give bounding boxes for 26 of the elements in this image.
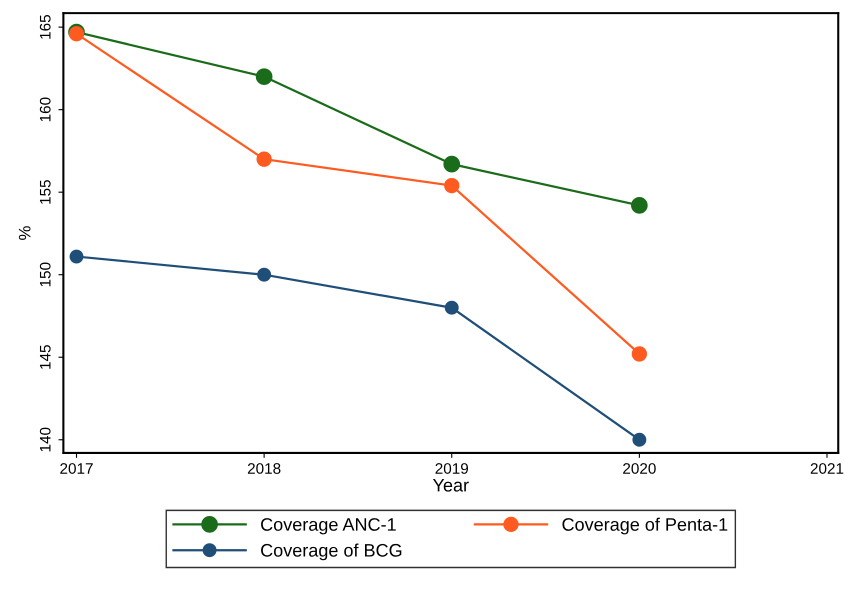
point: [631, 197, 648, 214]
y-tick-label: 145: [40, 345, 51, 369]
point: [70, 250, 84, 264]
x-tick-label: 2019: [436, 463, 468, 474]
x-tick-label: 2020: [623, 463, 656, 474]
y-tick-label: 140: [40, 428, 51, 452]
y-tick-label: 150: [40, 262, 51, 286]
x-tick-label: 2017: [60, 463, 93, 474]
point: [632, 432, 646, 447]
point: [632, 346, 648, 362]
y-tick-label: 165: [40, 15, 51, 39]
point: [444, 300, 459, 315]
legend-label: Coverage of Penta-1: [562, 518, 728, 534]
legend-label: Coverage of BCG: [261, 543, 402, 560]
x-tick-label: 2021: [810, 463, 844, 474]
point: [444, 178, 460, 194]
y-axis-title: %: [18, 226, 30, 240]
point: [256, 68, 272, 85]
y-tick-label: 160: [40, 98, 51, 122]
point: [256, 152, 272, 167]
x-tick-label: 2018: [248, 463, 280, 474]
point: [257, 268, 272, 282]
y-tick-label: 155: [40, 180, 51, 204]
point: [443, 156, 460, 172]
legend-label: Coverage ANC-1: [261, 518, 396, 534]
x-axis-title: Year: [432, 478, 469, 492]
